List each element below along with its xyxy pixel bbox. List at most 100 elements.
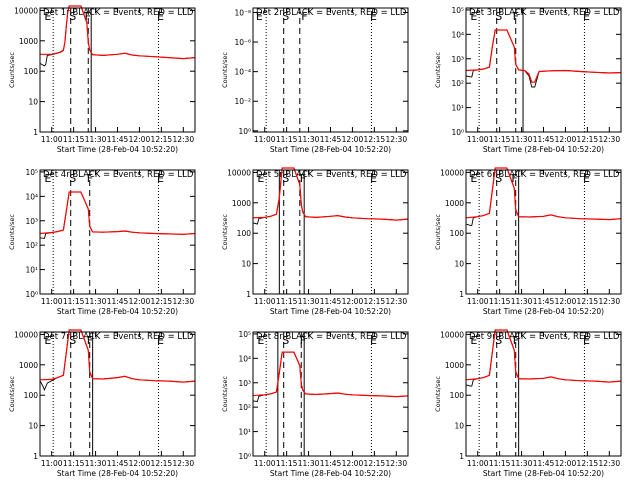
x-tick-label: 12:30 [385, 459, 407, 468]
x-tick-label: 12:00 [555, 297, 577, 306]
panel-title: Det 5r BLACK = Events, RED = LLD [256, 170, 407, 180]
y-tick-label: 10⁵ [25, 168, 38, 177]
panel-title: Det 8r BLACK = Events, RED = LLD [256, 332, 407, 342]
y-tick-label: 10⁵ [238, 330, 251, 339]
segment-label: E [44, 10, 51, 23]
y-tick-label: 10³ [25, 217, 38, 226]
x-tick-label: 12:15 [364, 297, 386, 306]
y-tick-label: 10 [241, 260, 251, 269]
x-tick-label: 11:00 [467, 135, 489, 144]
x-tick-label: 12:15 [364, 135, 386, 144]
y-tick-label: 10² [25, 241, 38, 250]
x-tick-label: 11:15 [276, 459, 298, 468]
segment-label: F [85, 10, 91, 23]
segment-label: E [44, 172, 51, 185]
x-tick-label: 11:45 [107, 135, 129, 144]
x-tick-label: 12:00 [555, 135, 577, 144]
x-tick-label: 11:30 [298, 459, 320, 468]
y-tick-label: 10 [454, 260, 464, 269]
panel-title: Det 3r BLACK = Events, RED = LLD [469, 8, 620, 18]
x-tick-label: 11:15 [489, 135, 511, 144]
x-tick-label: 12:30 [385, 297, 407, 306]
segment-label: S [495, 334, 502, 347]
y-axis-label: Counts/sec [221, 376, 229, 412]
y-tick-label: 1000 [445, 361, 464, 370]
y-tick-label: 10⁴ [451, 30, 464, 39]
segment-label: E [256, 10, 263, 23]
y-axis-label: Counts/sec [8, 376, 16, 412]
x-tick-label: 11:15 [63, 135, 85, 144]
x-tick-label: 11:45 [107, 459, 129, 468]
x-tick-label: 11:00 [41, 459, 63, 468]
x-tick-label: 11:45 [107, 297, 129, 306]
x-tick-label: 11:45 [533, 135, 555, 144]
y-tick-label: 1 [33, 128, 38, 137]
segment-label: F [300, 334, 306, 347]
y-tick-label: 10³ [238, 379, 251, 388]
y-tick-label: 10000 [14, 330, 38, 339]
segment-label: E [370, 334, 377, 347]
y-tick-label: 10⁰ [451, 128, 464, 137]
x-tick-label: 11:30 [511, 135, 533, 144]
x-tick-label: 11:00 [41, 297, 63, 306]
y-tick-label: 10¹ [238, 428, 251, 437]
x-tick-label: 11:00 [467, 297, 489, 306]
panel-title: Det 6r BLACK = Events, RED = LLD [469, 170, 620, 180]
y-tick-label: 10 [28, 422, 38, 431]
plot-frame [39, 331, 196, 457]
plot-frame [252, 7, 409, 133]
series-line-lld [465, 29, 622, 83]
x-tick-label: 11:30 [85, 135, 107, 144]
x-axis-label: Start Time (28-Feb-04 10:52:20) [270, 145, 391, 154]
x-tick-label: 11:15 [489, 297, 511, 306]
x-tick-label: 11:45 [320, 459, 342, 468]
panel-title: Det 4r BLACK = Events, RED = LLD [43, 170, 194, 180]
x-tick-label: 12:00 [129, 297, 151, 306]
y-tick-label: 10¹ [451, 104, 464, 113]
segment-label: S [282, 334, 289, 347]
y-tick-label: 10⁴ [25, 192, 38, 201]
segment-label: E [370, 10, 377, 23]
y-tick-label: 1000 [232, 199, 251, 208]
x-tick-label: 12:00 [342, 135, 364, 144]
segment-label: F [301, 10, 307, 23]
panel-title: Det 7r BLACK = Events, RED = LLD [43, 332, 194, 342]
segment-label: E [470, 172, 477, 185]
segment-label: E [44, 334, 51, 347]
y-tick-label: 10⁵ [451, 6, 464, 15]
x-axis-label: Start Time (28-Feb-04 10:52:20) [483, 307, 604, 316]
y-tick-label: 10 [28, 98, 38, 107]
x-tick-label: 11:30 [85, 459, 107, 468]
y-axis-label: Counts/sec [434, 214, 442, 250]
x-tick-label: 11:30 [85, 297, 107, 306]
x-tick-label: 12:15 [151, 297, 173, 306]
segment-label: E [583, 10, 590, 23]
y-axis-label: Counts/sec [221, 52, 229, 88]
x-tick-label: 11:45 [533, 297, 555, 306]
segment-label: S [282, 10, 289, 23]
series-line-lld [252, 167, 409, 221]
segment-label: F [87, 334, 93, 347]
panel-title: Det 1r BLACK = Events, RED = LLD [43, 8, 194, 18]
segment-label: E [370, 172, 377, 185]
series-line-lld [465, 167, 622, 221]
x-tick-label: 12:15 [151, 135, 173, 144]
panel-title: Det 2r BLACK = Events, RED = LLD [256, 8, 407, 18]
x-tick-label: 12:15 [577, 459, 599, 468]
x-axis-label: Start Time (28-Feb-04 10:52:20) [57, 307, 178, 316]
x-tick-label: 11:45 [320, 135, 342, 144]
x-tick-label: 12:30 [172, 297, 194, 306]
y-tick-label: 1000 [445, 199, 464, 208]
series-line-lld [40, 5, 196, 60]
segment-label: F [511, 172, 517, 185]
series-line-lld [39, 329, 196, 383]
segment-label: E [583, 172, 590, 185]
x-tick-label: 12:15 [151, 459, 173, 468]
x-tick-label: 11:45 [533, 459, 555, 468]
